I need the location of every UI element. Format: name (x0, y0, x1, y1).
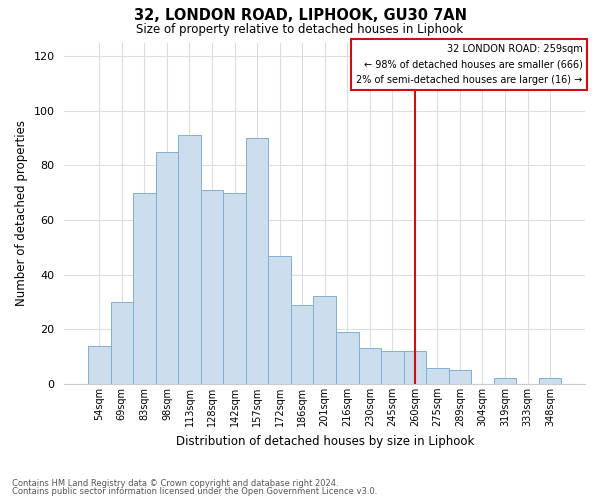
Bar (291, 304, 313, 384)
X-axis label: Distribution of detached houses by size in Liphook: Distribution of detached houses by size … (176, 434, 474, 448)
Bar (133, 192, 155, 384)
Bar (404, 351, 426, 384)
Bar (246, 138, 268, 384)
Bar (449, 370, 471, 384)
Text: Size of property relative to detached houses in Liphook: Size of property relative to detached ho… (136, 22, 464, 36)
Bar (539, 378, 562, 384)
Text: Contains public sector information licensed under the Open Government Licence v3: Contains public sector information licen… (12, 487, 377, 496)
Text: 32, LONDON ROAD, LIPHOOK, GU30 7AN: 32, LONDON ROAD, LIPHOOK, GU30 7AN (133, 8, 467, 22)
Text: 32 LONDON ROAD: 259sqm
← 98% of detached houses are smaller (666)
2% of semi-det: 32 LONDON ROAD: 259sqm ← 98% of detached… (356, 44, 583, 86)
Bar (313, 296, 336, 384)
Bar (178, 136, 201, 384)
Bar (88, 346, 110, 384)
Y-axis label: Number of detached properties: Number of detached properties (15, 120, 28, 306)
Bar (110, 302, 133, 384)
Bar (336, 332, 359, 384)
Bar (155, 152, 178, 384)
Bar (268, 256, 291, 384)
Bar (201, 190, 223, 384)
Bar (359, 348, 381, 384)
Text: Contains HM Land Registry data © Crown copyright and database right 2024.: Contains HM Land Registry data © Crown c… (12, 478, 338, 488)
Bar (223, 192, 246, 384)
Bar (381, 351, 404, 384)
Bar (494, 378, 516, 384)
Bar (426, 368, 449, 384)
